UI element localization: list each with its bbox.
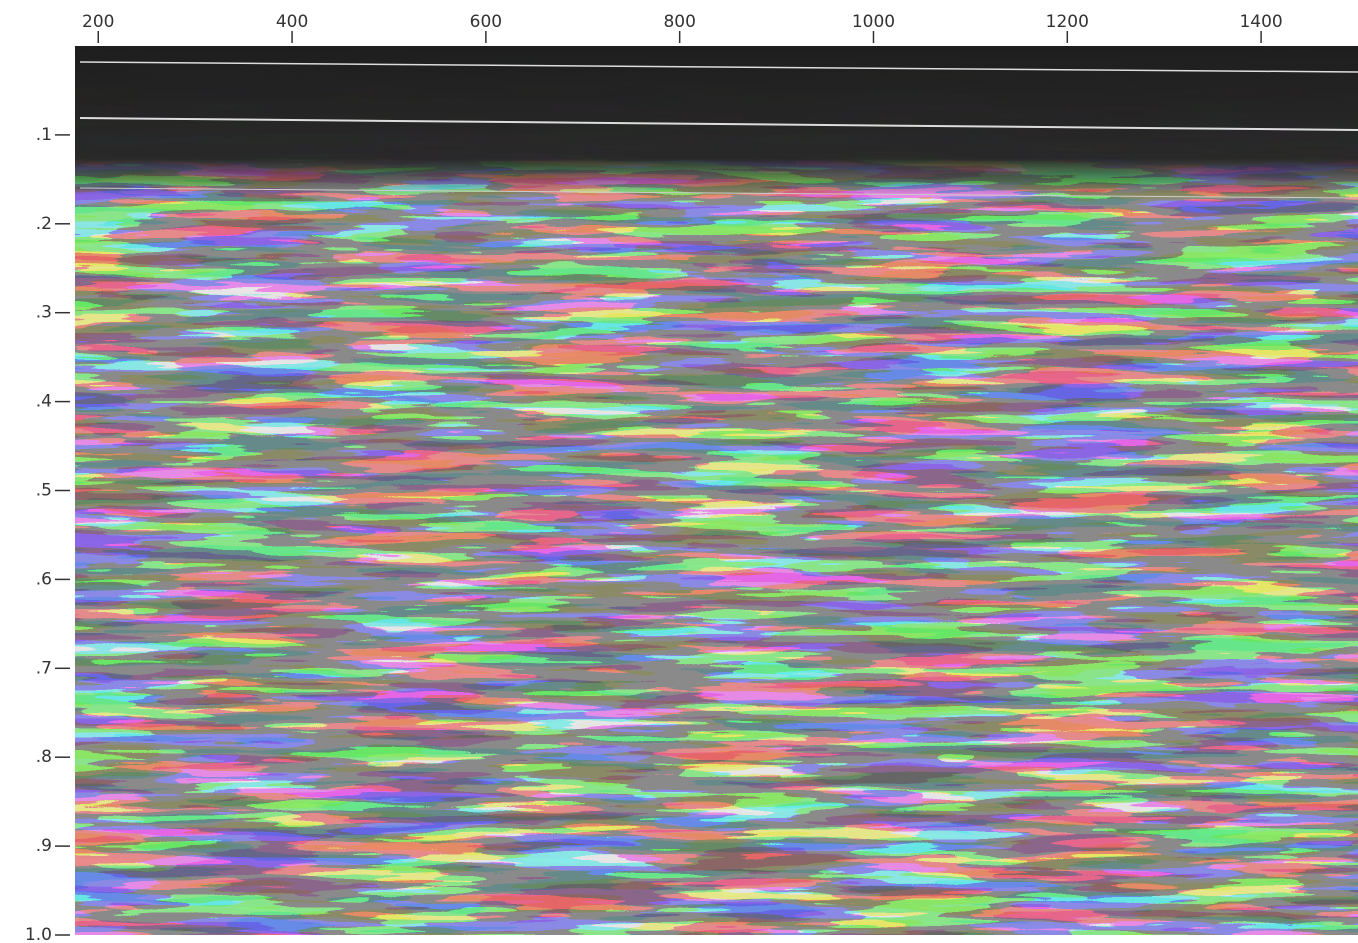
x-tick-label: 800 (663, 12, 695, 32)
y-tick-label: 1.0 (25, 925, 52, 943)
y-tick-label: .7 (36, 658, 52, 678)
y-tick-label: .2 (36, 214, 52, 234)
x-tick-label: 1200 (1046, 12, 1089, 32)
y-tick-label: .4 (36, 392, 52, 412)
plot-image (75, 46, 1358, 935)
x-tick-label: 1400 (1239, 12, 1282, 32)
x-tick-label: 1000 (852, 12, 895, 32)
x-tick-label: 200 (82, 12, 114, 32)
y-tick-label: .9 (36, 836, 52, 856)
water-column (75, 46, 1358, 196)
x-tick-label: 400 (276, 12, 308, 32)
y-tick-label: .1 (36, 125, 52, 145)
y-tick-label: .8 (36, 747, 52, 767)
x-tick-label: 600 (470, 12, 502, 32)
y-tick-label: .6 (36, 569, 52, 589)
y-tick-label: .3 (36, 303, 52, 323)
seismic-section: 200 400 600 800 1000 1200 1400 .1 .2 .3 .4 .5 .6 .7 .8… (0, 0, 1358, 943)
y-tick-label: .5 (36, 481, 52, 501)
